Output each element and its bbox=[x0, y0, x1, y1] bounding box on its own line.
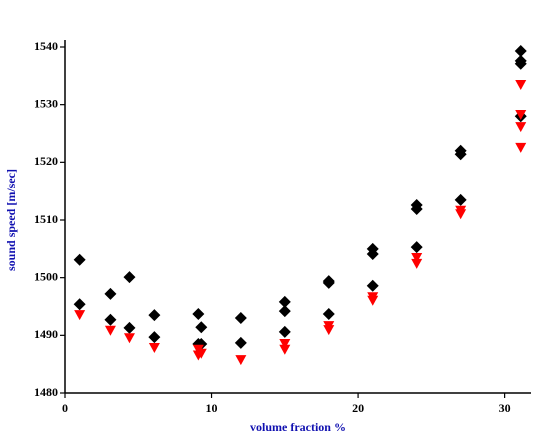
y-tick-label: 1520 bbox=[34, 154, 58, 168]
point bbox=[148, 343, 160, 354]
x-tick-label: 30 bbox=[499, 401, 511, 415]
point bbox=[192, 307, 205, 320]
point bbox=[367, 295, 379, 306]
y-tick-label: 1490 bbox=[34, 327, 58, 341]
point bbox=[323, 325, 335, 336]
x-tick-label: 10 bbox=[206, 401, 218, 415]
y-axis-title: sound speed [m/sec] bbox=[4, 169, 18, 271]
point bbox=[195, 321, 208, 334]
y-tick-label: 1530 bbox=[34, 96, 58, 110]
point bbox=[411, 253, 423, 264]
point bbox=[322, 307, 335, 320]
point bbox=[104, 313, 117, 326]
y-tick-label: 1540 bbox=[34, 39, 58, 53]
point bbox=[235, 355, 247, 366]
point bbox=[74, 310, 86, 321]
point bbox=[514, 57, 527, 70]
point bbox=[515, 122, 527, 133]
point bbox=[123, 271, 136, 284]
y-tick-label: 1510 bbox=[34, 212, 58, 226]
point bbox=[104, 287, 117, 300]
point bbox=[278, 295, 291, 308]
point bbox=[366, 279, 379, 292]
y-tick-label: 1480 bbox=[34, 385, 58, 399]
point bbox=[123, 333, 135, 344]
point bbox=[234, 336, 247, 349]
point bbox=[366, 248, 379, 261]
point bbox=[514, 45, 527, 58]
point bbox=[454, 148, 467, 161]
point bbox=[454, 193, 467, 206]
point bbox=[123, 321, 136, 334]
point bbox=[234, 312, 247, 325]
point bbox=[279, 344, 291, 355]
point bbox=[515, 142, 527, 153]
point bbox=[73, 253, 86, 266]
x-tick-label: 20 bbox=[352, 401, 364, 415]
point bbox=[410, 203, 423, 216]
x-tick-label: 0 bbox=[62, 401, 68, 415]
point bbox=[278, 305, 291, 318]
point bbox=[515, 80, 527, 91]
point bbox=[278, 325, 291, 338]
point bbox=[515, 110, 527, 121]
point bbox=[148, 331, 161, 344]
point bbox=[104, 325, 116, 336]
point bbox=[148, 309, 161, 322]
x-axis-title: volume fraction % bbox=[250, 420, 346, 434]
point bbox=[73, 298, 86, 311]
point bbox=[455, 209, 467, 220]
y-tick-label: 1500 bbox=[34, 269, 58, 283]
point bbox=[192, 350, 204, 361]
point bbox=[411, 258, 423, 269]
point bbox=[279, 338, 291, 349]
point bbox=[322, 276, 335, 289]
point bbox=[410, 241, 423, 254]
